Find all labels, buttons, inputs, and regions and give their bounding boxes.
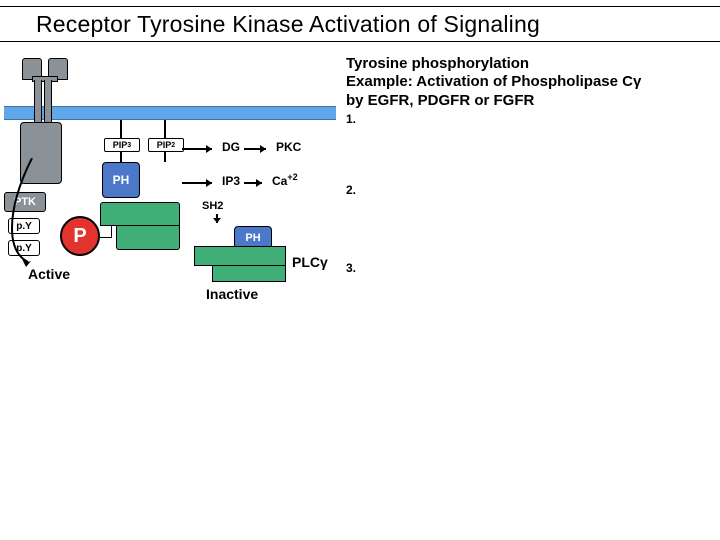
inactive-bottom bbox=[212, 266, 286, 282]
pip3-label: PIP3 bbox=[104, 138, 140, 152]
arrow-to-ip3 bbox=[182, 178, 220, 188]
desc-line-3: by EGFR, PDGFR or FGFR bbox=[346, 92, 706, 110]
activation-arrow bbox=[10, 158, 46, 268]
phosphate-icon: P bbox=[60, 216, 100, 256]
pip2-label: PIP2 bbox=[148, 138, 184, 152]
signaling-diagram: PTK p.Y p.Y P Active PIP3 PH PIP2 DG PKC… bbox=[4, 58, 336, 298]
plcg-label: PLCγ bbox=[292, 254, 328, 270]
active-label: Active bbox=[28, 266, 70, 282]
step-3: 3. bbox=[346, 261, 706, 276]
step-1: 1. bbox=[346, 112, 706, 127]
receptor-stem-right bbox=[44, 80, 52, 124]
desc-line-1: Tyrosine phosphorylation bbox=[346, 55, 706, 73]
sh2-label: SH2 bbox=[202, 200, 223, 212]
pkc-label: PKC bbox=[276, 140, 301, 154]
inactive-top bbox=[194, 246, 286, 266]
description-text: Tyrosine phosphorylation Example: Activa… bbox=[346, 55, 706, 276]
dg-label: DG bbox=[222, 140, 240, 154]
step-2: 2. bbox=[346, 183, 706, 198]
ph-domain-active: PH bbox=[102, 162, 140, 198]
spacer bbox=[0, 46, 720, 54]
plc-notch bbox=[100, 226, 112, 238]
plc-inactive-block: PH bbox=[194, 226, 286, 282]
slide: Receptor Tyrosine Kinase Activation of S… bbox=[0, 0, 720, 540]
cell-membrane bbox=[4, 106, 336, 120]
arrow-to-dg bbox=[182, 144, 220, 154]
inactive-label: Inactive bbox=[206, 286, 258, 302]
arrow-to-ca bbox=[244, 178, 270, 188]
plc-top bbox=[100, 202, 180, 226]
arrow-to-pkc bbox=[244, 144, 274, 154]
slide-title: Receptor Tyrosine Kinase Activation of S… bbox=[36, 11, 540, 38]
title-bar: Receptor Tyrosine Kinase Activation of S… bbox=[0, 6, 720, 42]
desc-line-2: Example: Activation of Phospholipase Cγ bbox=[346, 73, 706, 91]
ip3-label: IP3 bbox=[222, 174, 240, 188]
ca-label: Ca+2 bbox=[272, 172, 298, 188]
receptor-stem-left bbox=[34, 80, 42, 124]
plc-active-block bbox=[100, 202, 180, 258]
plc-bottom bbox=[116, 226, 180, 250]
